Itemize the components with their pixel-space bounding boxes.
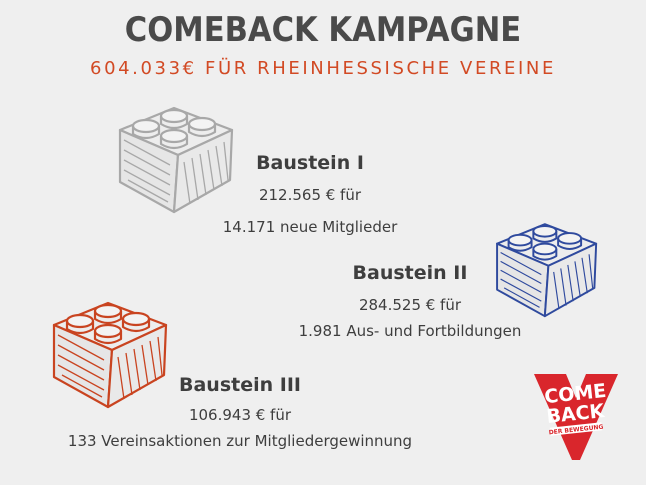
baustein-3-amount: 106.943 € für	[188, 406, 292, 424]
baustein-1-desc: 14.171 neue Mitglieder	[222, 218, 398, 236]
baustein-1-title: Baustein I	[256, 152, 364, 174]
page-title: COMEBACK KAMPAGNE	[124, 10, 522, 50]
baustein-2-desc: 1.981 Aus- und Fortbildungen	[298, 322, 522, 340]
baustein-2-amount: 284.525 € für	[358, 296, 462, 314]
page-subtitle: 604.033€ FÜR RHEINHESSISCHE VEREINE	[90, 58, 556, 79]
comeback-logo: COME BACK DER BEWEGUNG	[534, 374, 618, 460]
brick-icon-red	[52, 301, 168, 409]
baustein-3-desc: 133 Vereinsaktionen zur Mitgliedergewinn…	[67, 432, 413, 450]
baustein-3-title: Baustein III	[179, 374, 301, 396]
brick-icon-grey	[118, 106, 234, 214]
brick-icon-blue	[496, 223, 598, 318]
baustein-1-amount: 212.565 € für	[258, 186, 362, 204]
baustein-2-title: Baustein II	[352, 262, 468, 284]
